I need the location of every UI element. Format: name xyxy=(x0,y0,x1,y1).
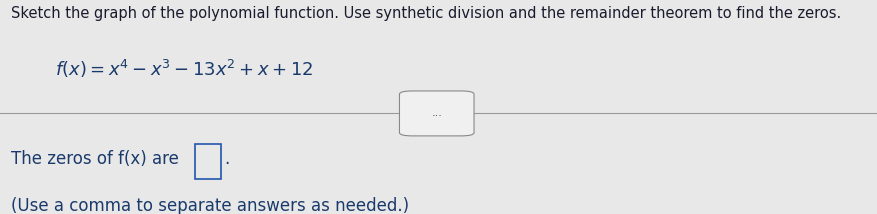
FancyBboxPatch shape xyxy=(195,144,221,179)
Text: (Use a comma to separate answers as needed.): (Use a comma to separate answers as need… xyxy=(11,197,410,214)
Text: .: . xyxy=(225,150,230,168)
FancyBboxPatch shape xyxy=(399,91,474,136)
Text: Sketch the graph of the polynomial function. Use synthetic division and the rema: Sketch the graph of the polynomial funct… xyxy=(11,6,842,21)
Text: The zeros of f(x) are: The zeros of f(x) are xyxy=(11,150,179,168)
Text: $\mathit{f}(x)=x^4-x^3-13x^2+x+12$: $\mathit{f}(x)=x^4-x^3-13x^2+x+12$ xyxy=(55,58,313,80)
Text: ...: ... xyxy=(431,108,442,118)
